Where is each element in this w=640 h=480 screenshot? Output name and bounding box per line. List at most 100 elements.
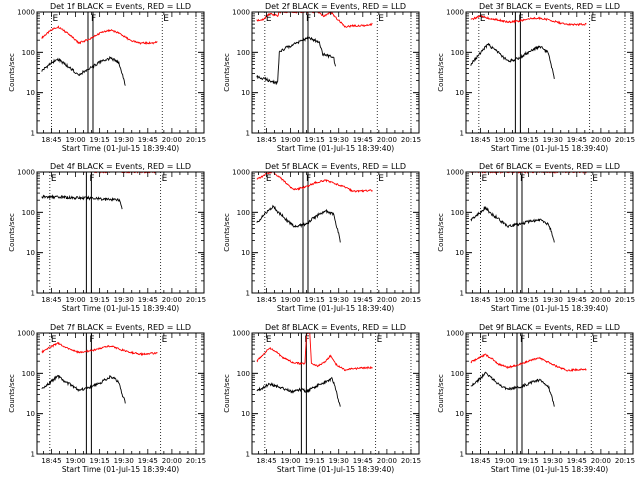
plot-frame bbox=[36, 11, 205, 134]
marker-label: E bbox=[378, 174, 384, 184]
series-line bbox=[41, 55, 126, 86]
x-tick-label: 19:00 bbox=[65, 296, 85, 304]
interval-box bbox=[302, 11, 309, 134]
y-tick-label: 10 bbox=[26, 249, 35, 257]
x-tick-label: 19:15 bbox=[519, 296, 539, 304]
marker-label: F bbox=[306, 14, 311, 24]
series-line bbox=[256, 204, 341, 243]
y-tick-label: 10 bbox=[455, 89, 464, 97]
x-tick-label: 19:15 bbox=[519, 136, 539, 144]
y-tick-label: 1 bbox=[246, 451, 250, 459]
marker-label: F bbox=[89, 335, 94, 345]
y-tick-label: 1000 bbox=[17, 169, 35, 177]
x-tick-label: 18:45 bbox=[41, 457, 61, 465]
x-tick-label: 19:00 bbox=[280, 457, 300, 465]
y-tick-label: 1000 bbox=[232, 330, 250, 338]
y-tick-label: 1000 bbox=[232, 9, 250, 17]
y-tick-label: 10 bbox=[26, 410, 35, 418]
x-tick-label: 18:45 bbox=[256, 457, 276, 465]
panel-title: Det 4f BLACK = Events, RED = LLD bbox=[50, 162, 191, 171]
x-tick-label: 18:45 bbox=[470, 296, 490, 304]
panel-7: Det 7f BLACK = Events, RED = LLD E E F 1 10 10… bbox=[8, 323, 206, 474]
marker-label: E bbox=[163, 14, 169, 24]
y-tick-label: 10 bbox=[241, 89, 250, 97]
x-tick-label: 20:15 bbox=[401, 457, 421, 465]
x-axis-label: Start Time (01-Jul-15 18:39:40) bbox=[62, 144, 179, 153]
x-tick-label: 20:15 bbox=[615, 457, 635, 465]
y-tick-label: 100 bbox=[237, 49, 250, 57]
x-tick-label: 19:15 bbox=[90, 136, 110, 144]
x-tick-label: 19:00 bbox=[280, 296, 300, 304]
y-tick-label: 100 bbox=[237, 209, 250, 217]
plot-frame bbox=[36, 332, 205, 455]
series-line bbox=[470, 353, 587, 372]
x-tick-label: 20:15 bbox=[186, 136, 206, 144]
x-axis-label: Start Time (01-Jul-15 18:39:40) bbox=[62, 465, 179, 474]
x-tick-label: 19:30 bbox=[329, 136, 349, 144]
y-tick-label: 10 bbox=[455, 410, 464, 418]
x-tick-label: 19:30 bbox=[543, 136, 563, 144]
x-tick-label: 18:45 bbox=[41, 296, 61, 304]
x-tick-label: 19:30 bbox=[543, 457, 563, 465]
interval-box bbox=[302, 171, 309, 294]
series-line bbox=[256, 171, 373, 193]
series-line bbox=[41, 374, 126, 404]
panel-title: Det 6f BLACK = Events, RED = LLD bbox=[479, 162, 620, 171]
y-tick-label: 1 bbox=[31, 130, 35, 138]
plot-frame bbox=[465, 332, 634, 455]
y-tick-label: 10 bbox=[26, 89, 35, 97]
x-axis-label: Start Time (01-Jul-15 18:39:40) bbox=[491, 144, 608, 153]
x-tick-label: 19:30 bbox=[114, 457, 134, 465]
marker-label: E bbox=[480, 14, 486, 24]
y-axis-label: Counts/sec bbox=[437, 53, 445, 92]
plot-frame bbox=[465, 11, 634, 134]
panel-8: Det 8f BLACK = Events, RED = LLD E E F 1 10 10… bbox=[223, 323, 421, 474]
x-tick-label: 19:45 bbox=[353, 136, 373, 144]
x-tick-label: 20:00 bbox=[591, 296, 611, 304]
x-tick-label: 20:00 bbox=[377, 136, 397, 144]
x-tick-label: 20:15 bbox=[401, 296, 421, 304]
marker-label: E bbox=[377, 335, 383, 345]
y-axis-label: Counts/sec bbox=[223, 53, 231, 92]
marker-label: F bbox=[304, 335, 309, 345]
x-tick-label: 19:45 bbox=[138, 136, 158, 144]
y-tick-label: 1000 bbox=[232, 169, 250, 177]
panel-3: Det 3f BLACK = Events, RED = LLD E E F 1 10 10… bbox=[437, 2, 635, 153]
x-tick-label: 19:15 bbox=[90, 457, 110, 465]
y-tick-label: 100 bbox=[22, 370, 35, 378]
series-line bbox=[41, 194, 123, 210]
series-line bbox=[256, 376, 341, 407]
y-tick-label: 1000 bbox=[446, 169, 464, 177]
x-tick-label: 20:00 bbox=[377, 296, 397, 304]
plot-frame bbox=[251, 171, 420, 294]
y-tick-label: 100 bbox=[451, 209, 464, 217]
y-tick-label: 1 bbox=[460, 290, 464, 298]
panel-title: Det 5f BLACK = Events, RED = LLD bbox=[265, 162, 406, 171]
x-axis-label: Start Time (01-Jul-15 18:39:40) bbox=[277, 465, 394, 474]
series-line bbox=[41, 341, 158, 357]
series-line bbox=[470, 14, 587, 27]
y-tick-label: 100 bbox=[22, 49, 35, 57]
x-tick-label: 19:30 bbox=[329, 296, 349, 304]
x-tick-label: 20:00 bbox=[377, 457, 397, 465]
marker-label: E bbox=[378, 14, 384, 24]
x-axis-label: Start Time (01-Jul-15 18:39:40) bbox=[277, 304, 394, 313]
plot-frame bbox=[465, 171, 634, 294]
x-tick-label: 19:45 bbox=[567, 296, 587, 304]
y-tick-label: 10 bbox=[455, 249, 464, 257]
x-tick-label: 19:45 bbox=[567, 136, 587, 144]
y-tick-label: 1000 bbox=[17, 9, 35, 17]
panel-title: Det 2f BLACK = Events, RED = LLD bbox=[265, 2, 406, 11]
x-tick-label: 19:15 bbox=[519, 457, 539, 465]
x-tick-label: 20:00 bbox=[162, 296, 182, 304]
x-tick-label: 20:15 bbox=[186, 296, 206, 304]
panel-title: Det 3f BLACK = Events, RED = LLD bbox=[479, 2, 620, 11]
y-axis-label: Counts/sec bbox=[8, 213, 16, 252]
marker-label: E bbox=[481, 174, 487, 184]
interval-box bbox=[85, 171, 92, 294]
marker-label: E bbox=[162, 174, 168, 184]
x-tick-label: 20:00 bbox=[162, 457, 182, 465]
x-tick-label: 20:00 bbox=[162, 136, 182, 144]
x-tick-label: 19:00 bbox=[65, 136, 85, 144]
